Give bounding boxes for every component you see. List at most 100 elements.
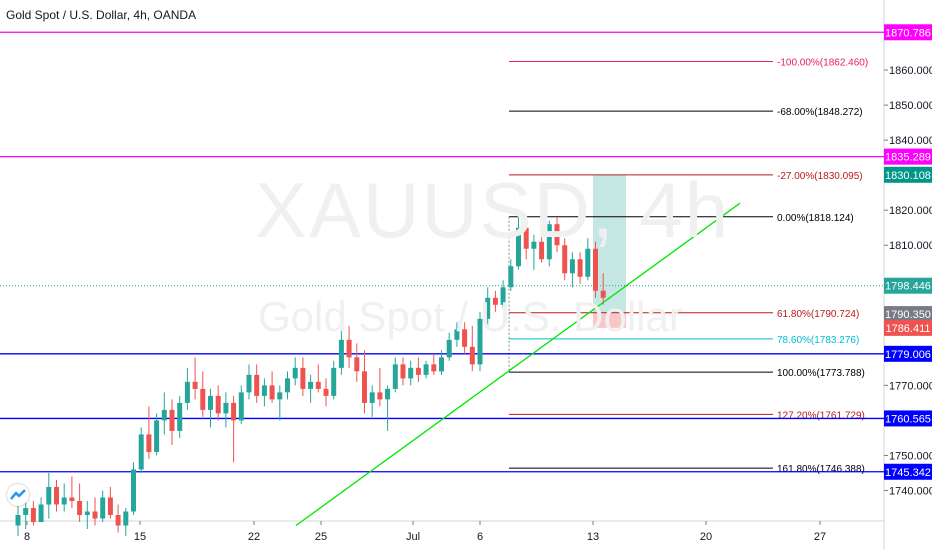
candle-body — [346, 339, 352, 358]
candle-body — [446, 339, 452, 358]
x-tick-label: 22 — [248, 531, 260, 543]
candle-body — [46, 486, 52, 505]
candle-body — [492, 297, 498, 305]
level-price-tag: 1870.786 — [885, 27, 931, 39]
candle-body — [200, 388, 206, 410]
y-tick-label: 1750.000 — [889, 450, 932, 462]
candle-body — [569, 259, 575, 274]
candle-body — [508, 266, 514, 288]
fib-level-label: 78.60%(1783.276) — [777, 335, 859, 346]
level-price-tag-bg — [884, 345, 932, 362]
candle-body — [169, 409, 175, 431]
candle-body — [15, 515, 21, 526]
candle-body — [315, 381, 321, 389]
candle-body — [454, 329, 460, 340]
candle-body — [154, 420, 160, 452]
candle-body — [554, 224, 560, 246]
candle-body — [223, 402, 229, 414]
x-tick-label: 25 — [315, 531, 327, 543]
candle-body — [377, 392, 383, 400]
level-price-tag-bg — [884, 148, 932, 165]
candle-body — [54, 486, 59, 505]
candle-body — [462, 329, 468, 347]
candle-body — [546, 224, 552, 260]
candle-body — [23, 507, 29, 515]
candle-body — [161, 409, 167, 421]
candle-body — [362, 371, 367, 403]
candle-body — [138, 434, 144, 470]
candle-body — [30, 507, 36, 523]
fib-level-label: 0.00%(1818.124) — [777, 213, 854, 224]
fib-level-label: 61.80%(1790.724) — [777, 309, 859, 320]
price-tag-bg — [884, 166, 932, 183]
candle-body — [369, 392, 375, 403]
candle-body — [469, 346, 475, 365]
candle-body — [208, 395, 213, 410]
candle-body — [107, 497, 113, 515]
candle-body — [408, 367, 414, 379]
tradingview-logo[interactable] — [7, 484, 29, 506]
x-tick-label: 27 — [814, 531, 826, 543]
candle-body — [585, 248, 591, 277]
watermark-description: Gold Spot / U.S. Dollar — [258, 293, 683, 340]
candle-body — [439, 357, 444, 372]
candle-body — [523, 227, 529, 249]
price-tag-bg — [884, 306, 932, 323]
candle-body — [308, 381, 314, 389]
candle-body — [292, 367, 298, 379]
candle-body — [300, 367, 306, 389]
candle-body — [131, 469, 136, 512]
candle-body — [92, 511, 98, 519]
y-tick-label: 1810.000 — [889, 240, 932, 252]
candle-body — [477, 318, 483, 365]
candle-body — [115, 515, 121, 526]
x-tick-label: 13 — [587, 531, 599, 543]
candle-body — [69, 497, 75, 501]
price-tag: 1830.108 — [885, 170, 931, 182]
candle-body — [354, 357, 360, 372]
price-tag: 1790.350 — [885, 309, 931, 321]
candle-body — [177, 402, 183, 431]
candle-body — [392, 364, 398, 389]
level-price-tag: 1779.006 — [885, 349, 931, 361]
candle-body — [61, 497, 67, 505]
candle-body — [600, 290, 606, 298]
x-tick-label: 8 — [24, 531, 30, 543]
candle-body — [431, 364, 437, 372]
candle-body — [516, 227, 521, 267]
price-tag-bg — [884, 277, 932, 294]
y-tick-label: 1840.000 — [889, 135, 932, 147]
fib-level-label: 161.80%(1746.388) — [777, 464, 865, 475]
candle-body — [385, 388, 391, 400]
candle-body — [77, 500, 83, 515]
candle-body — [485, 297, 491, 319]
level-price-tag-bg — [884, 24, 932, 41]
y-tick-label: 1820.000 — [889, 205, 932, 217]
candle-body — [531, 241, 537, 249]
chart-title: Gold Spot / U.S. Dollar, 4h, OANDA — [6, 8, 197, 22]
y-tick-label: 1850.000 — [889, 100, 932, 112]
candle-body — [146, 434, 152, 452]
fib-level-label: 100.00%(1773.788) — [777, 368, 865, 379]
candle-body — [192, 381, 198, 389]
candle-body — [261, 385, 267, 396]
candle-body — [500, 287, 506, 305]
candle-body — [38, 504, 44, 523]
candle-body — [215, 395, 221, 414]
tradingview-logo-icon — [10, 489, 26, 500]
x-tick-label: Jul — [406, 531, 420, 543]
fib-level-label: -68.00%(1848.272) — [777, 107, 863, 118]
candle-body — [84, 511, 90, 515]
candle-body — [323, 388, 329, 396]
x-tick-label: 6 — [477, 531, 483, 543]
candle-body — [254, 374, 260, 396]
candle-body — [184, 381, 190, 403]
long-position-profit-zone — [593, 174, 626, 315]
fib-level-label: -100.00%(1862.460) — [777, 57, 868, 68]
x-tick-label: 15 — [134, 531, 146, 543]
level-price-tag: 1760.565 — [885, 413, 931, 425]
long-position-stop-zone — [593, 314, 626, 328]
candle-body — [100, 497, 106, 519]
candle-body — [231, 402, 237, 421]
